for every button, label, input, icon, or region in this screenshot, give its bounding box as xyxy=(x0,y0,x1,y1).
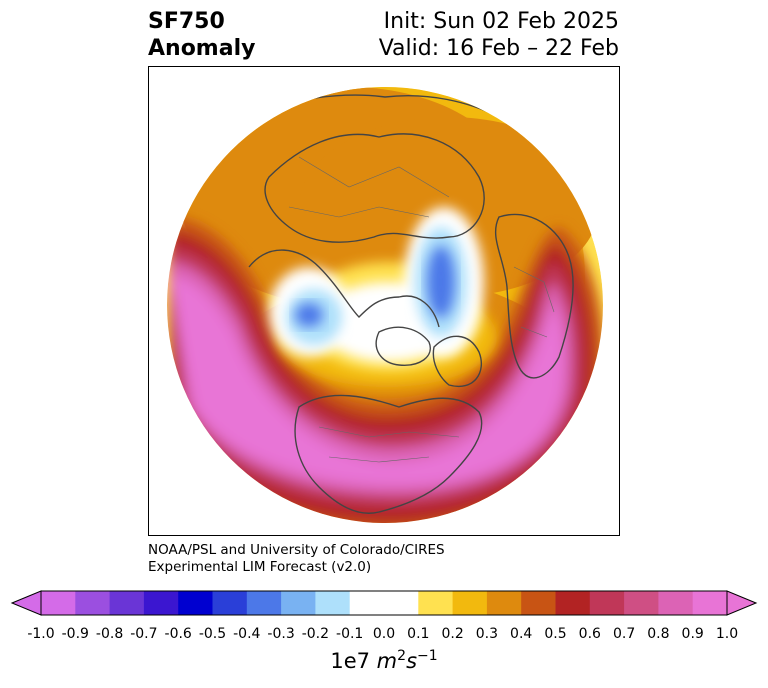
colorbar-cell xyxy=(212,591,248,615)
colorbar-tick-label: -0.7 xyxy=(130,626,158,642)
colorbar-tick-label: 0.7 xyxy=(612,626,636,642)
colorbar-tick-label: 0.3 xyxy=(475,626,499,642)
colorbar-cell xyxy=(41,591,76,615)
credit-line-2: Experimental LIM Forecast (v2.0) xyxy=(148,559,372,575)
colorbar-cell xyxy=(281,591,316,615)
colorbar-tick-label: -1.0 xyxy=(27,626,55,642)
polar-projection-map xyxy=(167,87,603,523)
colorbar xyxy=(10,590,758,616)
title-kind: Anomaly xyxy=(148,36,256,61)
title-variable: SF750 xyxy=(148,9,225,34)
colorbar-cell xyxy=(178,591,213,615)
colorbar-tick-label: -0.9 xyxy=(61,626,89,642)
colorbar-cell xyxy=(246,591,282,615)
colorbar-cell xyxy=(109,591,145,615)
colorbar-cell xyxy=(452,591,488,615)
colorbar-cell xyxy=(486,591,522,615)
units-s: s xyxy=(406,649,418,673)
units-base: 1e7 xyxy=(330,649,377,673)
colorbar-tick-label: 0.5 xyxy=(544,626,567,642)
colorbar-cell xyxy=(75,591,111,615)
colorbar-cell xyxy=(349,591,385,615)
valid-range: Valid: 16 Feb – 22 Feb xyxy=(378,36,619,61)
colorbar-cell xyxy=(658,591,694,615)
init-date: Init: Sun 02 Feb 2025 xyxy=(383,9,619,34)
colorbar-cell xyxy=(418,591,454,615)
credit-line-1: NOAA/PSL and University of Colorado/CIRE… xyxy=(148,542,445,558)
colorbar-extend-max xyxy=(726,590,758,616)
colorbar-tick-label: -0.5 xyxy=(198,626,227,642)
map-title: SF750 Anomaly xyxy=(148,8,255,62)
colorbar-cell xyxy=(624,591,659,615)
colorbar-cell xyxy=(692,591,728,615)
colorbar-extend-min xyxy=(10,590,42,616)
colorbar-tick-labels: -1.0 -0.9 -0.8 -0.7 -0.6 -0.5 -0.4 -0.3 -0.2 -0.1… xyxy=(0,626,768,646)
colorbar-tick-label: -0.1 xyxy=(336,626,364,642)
colorbar-tick-label: 0.9 xyxy=(681,626,704,642)
colorbar-tick-label: -0.2 xyxy=(301,626,330,642)
colorbar-tick-label: 0.8 xyxy=(647,626,670,642)
colorbar-tick-label: -0.3 xyxy=(267,626,295,642)
colorbar-tick-label: -0.8 xyxy=(95,626,124,642)
colorbar-tick-label: 0.6 xyxy=(578,626,601,642)
colorbar-tick-label: 0.4 xyxy=(510,626,533,642)
colorbar-cell xyxy=(143,591,179,615)
credit-text: NOAA/PSL and University of Colorado/CIRE… xyxy=(148,542,445,576)
map-panel xyxy=(148,66,620,536)
colorbar-cell xyxy=(384,591,419,615)
colorbar-outline xyxy=(40,590,728,616)
colorbar-tick-label: 0.1 xyxy=(407,626,430,642)
units-s-exp: −1 xyxy=(417,648,438,664)
colorbar-tick-label: -0.4 xyxy=(233,626,261,642)
colorbar-cell xyxy=(589,591,625,615)
units-m-exp: 2 xyxy=(397,648,407,664)
anomaly-field xyxy=(167,87,603,523)
colorbar-tick-label: 0.2 xyxy=(441,626,464,642)
colorbar-cell xyxy=(555,591,591,615)
colorbar-tick-label: -0.6 xyxy=(164,626,192,642)
colorbar-cells xyxy=(41,591,728,615)
colorbar-cell xyxy=(521,591,556,615)
colorbar-cell xyxy=(315,591,351,615)
units-m: m xyxy=(376,649,398,673)
borders xyxy=(288,156,555,463)
colorbar-tick-label: 0.0 xyxy=(372,626,396,642)
forecast-dates: Init: Sun 02 Feb 2025 Valid: 16 Feb – 22… xyxy=(379,8,619,62)
colorbar-tick-label: 1.0 xyxy=(715,626,739,642)
colorbar-units: 1e7 m2s−1 xyxy=(0,648,768,673)
